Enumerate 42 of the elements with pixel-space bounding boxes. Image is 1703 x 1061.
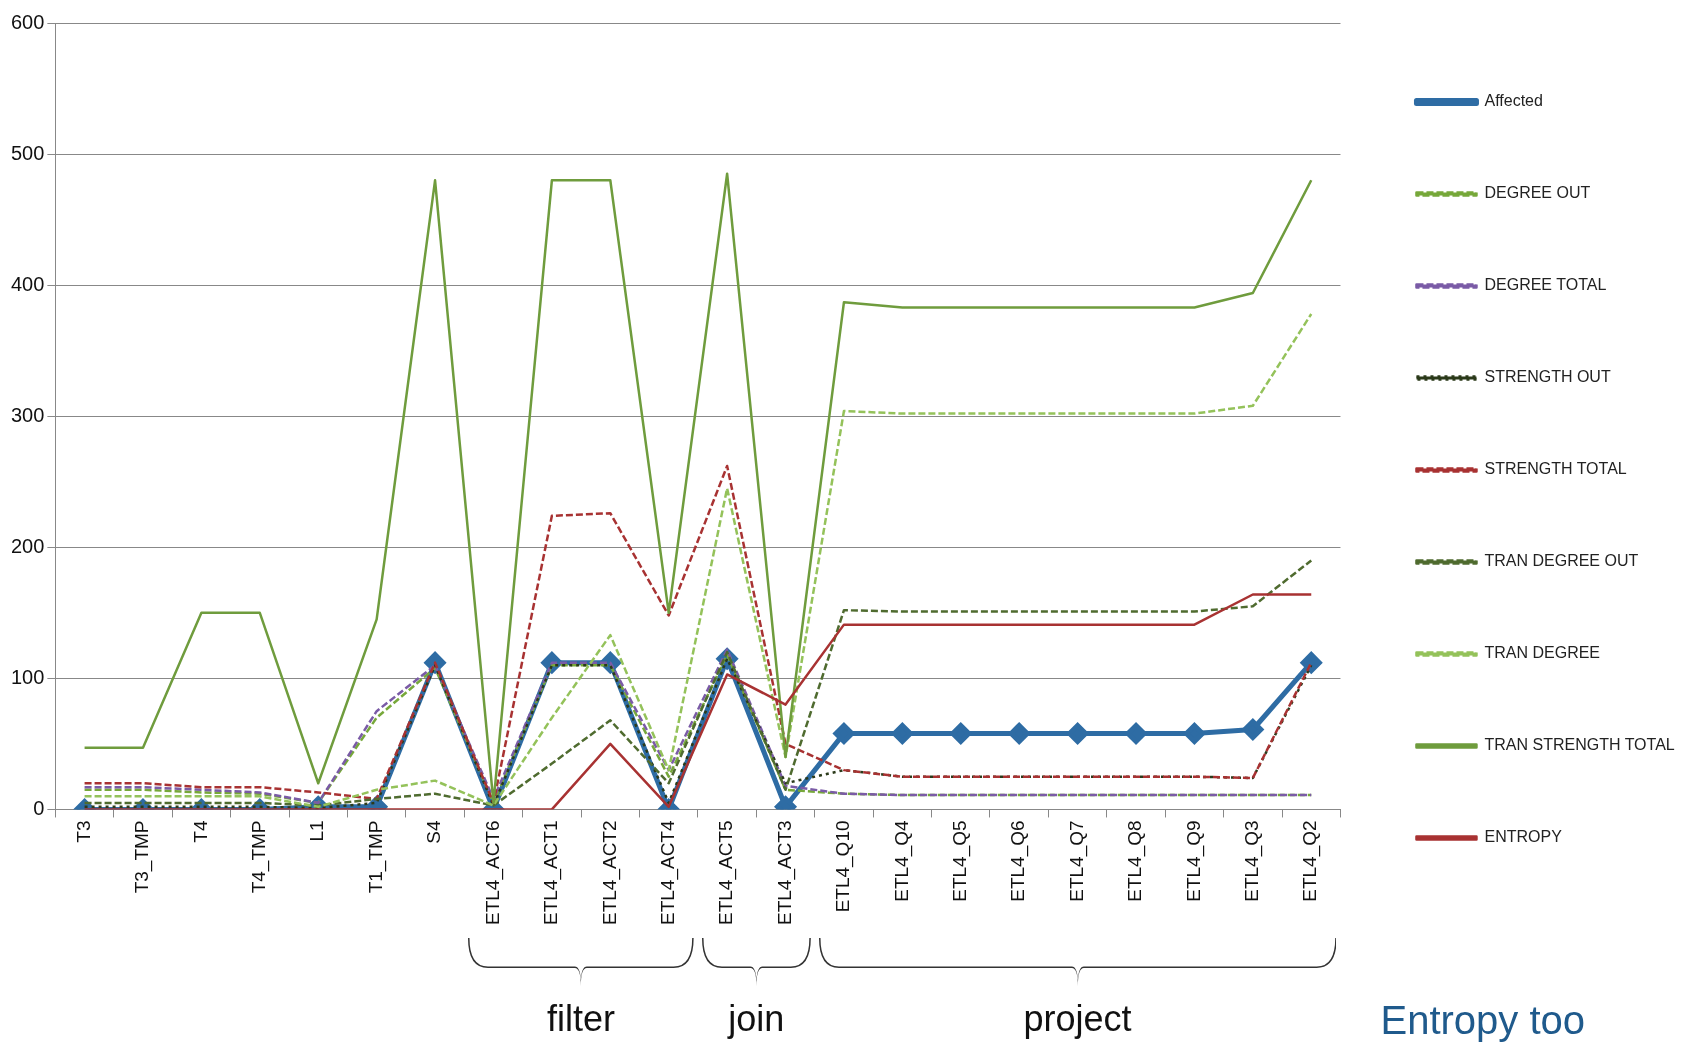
text: filter: [547, 998, 616, 1040]
text: join: [728, 998, 785, 1040]
x-tick-label: ETL4_Q7: [1065, 820, 1088, 902]
x-tick-label: ETL4_Q3: [1241, 820, 1264, 902]
x-tick-label: T4: [189, 820, 211, 843]
y-tick-label: 100: [10, 665, 45, 688]
text: Entropy too: [1380, 998, 1586, 1043]
y-tick-label: 500: [10, 141, 45, 164]
x-tick-label: T3: [72, 820, 94, 843]
x-tick-label: ETL4_Q8: [1124, 820, 1147, 902]
x-tick-label: ETL4_ACT6: [481, 820, 504, 925]
x-tick-label: ETL4_ACT4: [656, 820, 679, 925]
x-tick-label: ETL4_Q4: [890, 820, 913, 902]
y-tick-label: 400: [10, 272, 45, 295]
text: project: [1023, 998, 1132, 1040]
x-tick-label: S4: [423, 820, 445, 844]
y-tick-label: 600: [10, 10, 45, 33]
x-tick-label: ETL4_ACT5: [715, 820, 738, 925]
x-tick-label: ETL4_Q5: [949, 820, 972, 902]
x-tick-label: ETL4_Q9: [1182, 820, 1205, 902]
legend-label: STRENGTH TOTAL: [1484, 460, 1627, 478]
x-tick-label: ETL4_Q2: [1299, 820, 1322, 902]
legend-label: DEGREE TOTAL: [1484, 276, 1607, 294]
x-tick-label: ETL4_ACT1: [540, 820, 563, 925]
y-tick-label: 300: [10, 403, 45, 426]
x-tick-label: ETL4_ACT3: [773, 820, 796, 925]
y-tick-label: 0: [33, 796, 45, 819]
y-tick-label: 200: [10, 534, 45, 557]
legend-label: DEGREE OUT: [1484, 184, 1591, 202]
x-tick-label: ETL4_Q6: [1007, 820, 1030, 902]
legend-label: TRAN STRENGTH TOTAL: [1484, 736, 1675, 754]
x-tick-label: L1: [306, 820, 328, 842]
legend-label: TRAN DEGREE OUT: [1484, 552, 1639, 570]
x-tick-label: T1_TMP: [364, 820, 387, 894]
legend-label: STRENGTH OUT: [1484, 368, 1611, 386]
legend-label: TRAN DEGREE: [1484, 644, 1601, 662]
legend-label: ENTROPY: [1484, 828, 1563, 846]
x-tick-label: ETL4_ACT2: [598, 820, 621, 925]
x-tick-label: ETL4_Q10: [832, 820, 855, 913]
x-tick-label: T3_TMP: [131, 820, 154, 894]
legend-label: Affected: [1484, 92, 1543, 110]
x-tick-label: T4_TMP: [248, 820, 271, 894]
